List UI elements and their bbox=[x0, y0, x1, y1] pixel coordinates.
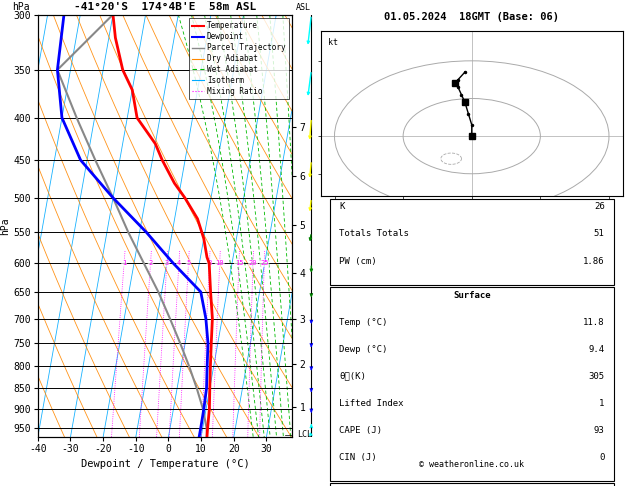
Text: Dewp (°C): Dewp (°C) bbox=[339, 345, 387, 354]
Text: 20: 20 bbox=[249, 260, 257, 266]
Text: 93: 93 bbox=[594, 426, 604, 435]
Title: -41°20'S  174°4B'E  58m ASL: -41°20'S 174°4B'E 58m ASL bbox=[74, 2, 256, 13]
Text: 10: 10 bbox=[216, 260, 224, 266]
Text: 1: 1 bbox=[122, 260, 126, 266]
X-axis label: Dewpoint / Temperature (°C): Dewpoint / Temperature (°C) bbox=[81, 458, 250, 469]
Text: 0: 0 bbox=[599, 453, 604, 462]
Text: PW (cm): PW (cm) bbox=[339, 257, 377, 265]
Text: 25: 25 bbox=[260, 260, 269, 266]
Text: Temp (°C): Temp (°C) bbox=[339, 318, 387, 327]
Bar bbox=[330, 483, 614, 486]
Text: hPa: hPa bbox=[13, 2, 30, 12]
Text: θᴄ(K): θᴄ(K) bbox=[339, 372, 366, 381]
Text: 15: 15 bbox=[235, 260, 243, 266]
Text: 305: 305 bbox=[589, 372, 604, 381]
Text: 2: 2 bbox=[148, 260, 153, 266]
Text: 51: 51 bbox=[594, 229, 604, 239]
Text: 1.86: 1.86 bbox=[583, 257, 604, 265]
Text: CIN (J): CIN (J) bbox=[339, 453, 377, 462]
Text: CAPE (J): CAPE (J) bbox=[339, 426, 382, 435]
Bar bbox=[330, 287, 614, 481]
Text: 5: 5 bbox=[186, 260, 191, 266]
Text: 4: 4 bbox=[177, 260, 181, 266]
Text: 26: 26 bbox=[594, 202, 604, 211]
Text: 9.4: 9.4 bbox=[589, 345, 604, 354]
Text: kt: kt bbox=[328, 38, 338, 47]
Y-axis label: hPa: hPa bbox=[1, 217, 11, 235]
Text: Lifted Index: Lifted Index bbox=[339, 399, 403, 408]
Text: K: K bbox=[339, 202, 344, 211]
Text: LCL: LCL bbox=[298, 430, 313, 439]
Text: km
ASL: km ASL bbox=[296, 0, 311, 12]
Text: Totals Totals: Totals Totals bbox=[339, 229, 409, 239]
Text: Surface: Surface bbox=[453, 291, 491, 299]
Text: 3: 3 bbox=[165, 260, 169, 266]
Text: 8: 8 bbox=[208, 260, 211, 266]
Text: 01.05.2024  18GMT (Base: 06): 01.05.2024 18GMT (Base: 06) bbox=[384, 12, 559, 22]
Text: 1: 1 bbox=[599, 399, 604, 408]
Text: © weatheronline.co.uk: © weatheronline.co.uk bbox=[420, 460, 524, 469]
Legend: Temperature, Dewpoint, Parcel Trajectory, Dry Adiabat, Wet Adiabat, Isotherm, Mi: Temperature, Dewpoint, Parcel Trajectory… bbox=[189, 18, 289, 99]
Bar bbox=[330, 199, 614, 284]
Text: 11.8: 11.8 bbox=[583, 318, 604, 327]
